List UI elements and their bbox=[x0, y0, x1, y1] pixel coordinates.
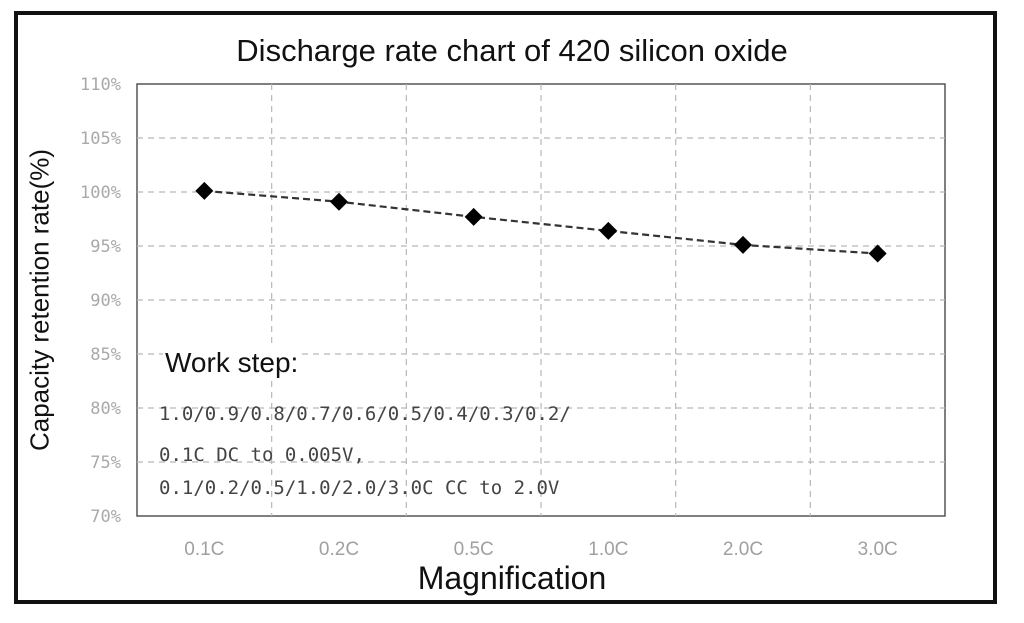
data-point-diamond bbox=[734, 235, 752, 254]
chart-title: Discharge rate chart of 420 silicon oxid… bbox=[236, 33, 788, 68]
y-tick-label: 80% bbox=[90, 399, 121, 419]
series-line bbox=[204, 189, 878, 255]
data-point-diamond bbox=[868, 244, 887, 263]
x-tick-label: 1.0C bbox=[588, 539, 628, 560]
data-point-diamond bbox=[599, 221, 618, 240]
annotation-line-1: 1.0/0.9/0.8/0.7/0.6/0.5/0.4/0.3/0.2/ bbox=[159, 403, 571, 425]
y-tick-label: 90% bbox=[90, 291, 121, 311]
data-point-diamond bbox=[195, 181, 214, 200]
y-tick-label: 70% bbox=[90, 507, 121, 527]
y-tick-label: 105% bbox=[80, 129, 121, 149]
x-axis-label: Magnification bbox=[417, 560, 607, 596]
annotation-line-2: 0.1C DC to 0.005V, bbox=[159, 444, 365, 466]
y-tick-label: 75% bbox=[90, 453, 121, 473]
y-axis-label: Capacity retention rate(%) bbox=[24, 148, 55, 452]
y-tick-label: 110% bbox=[80, 75, 121, 95]
y-tick-label: 100% bbox=[80, 183, 121, 203]
y-tick-label: 95% bbox=[90, 237, 121, 257]
x-tick-label: 0.5C bbox=[454, 539, 494, 560]
chart-frame bbox=[14, 11, 997, 604]
annotation-line-3: 0.1/0.2/0.5/1.0/2.0/3.0C CC to 2.0V bbox=[159, 477, 560, 499]
data-point-diamond bbox=[464, 207, 483, 226]
x-tick-label: 0.2C bbox=[319, 539, 359, 560]
annotation-heading: Work step: bbox=[163, 347, 301, 379]
x-tick-label: 3.0C bbox=[858, 539, 898, 560]
data-point-diamond bbox=[330, 192, 348, 211]
x-tick-label: 0.1C bbox=[184, 539, 224, 560]
y-tick-label: 85% bbox=[90, 345, 121, 365]
x-tick-label: 2.0C bbox=[723, 539, 763, 560]
